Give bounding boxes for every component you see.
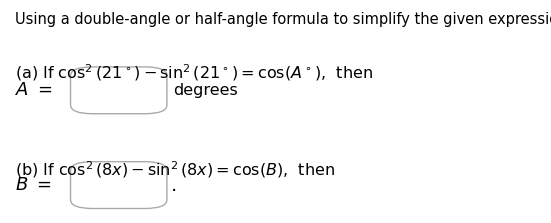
Text: (a) If $\cos^2(21^\circ) - \sin^2(21^\circ) = \cos(A^\circ)$,  then: (a) If $\cos^2(21^\circ) - \sin^2(21^\ci… — [15, 62, 374, 83]
Text: degrees: degrees — [174, 83, 239, 98]
FancyBboxPatch shape — [71, 67, 167, 114]
FancyBboxPatch shape — [71, 162, 167, 209]
Text: $A\ =$: $A\ =$ — [15, 81, 53, 99]
Text: $B\ =$: $B\ =$ — [15, 176, 52, 194]
Text: Using a double-angle or half-angle formula to simplify the given expressions.: Using a double-angle or half-angle formu… — [15, 12, 551, 27]
Text: (b) If $\cos^2(8x) - \sin^2(8x) = \cos(B)$,  then: (b) If $\cos^2(8x) - \sin^2(8x) = \cos(B… — [15, 159, 336, 180]
Text: .: . — [171, 176, 177, 195]
